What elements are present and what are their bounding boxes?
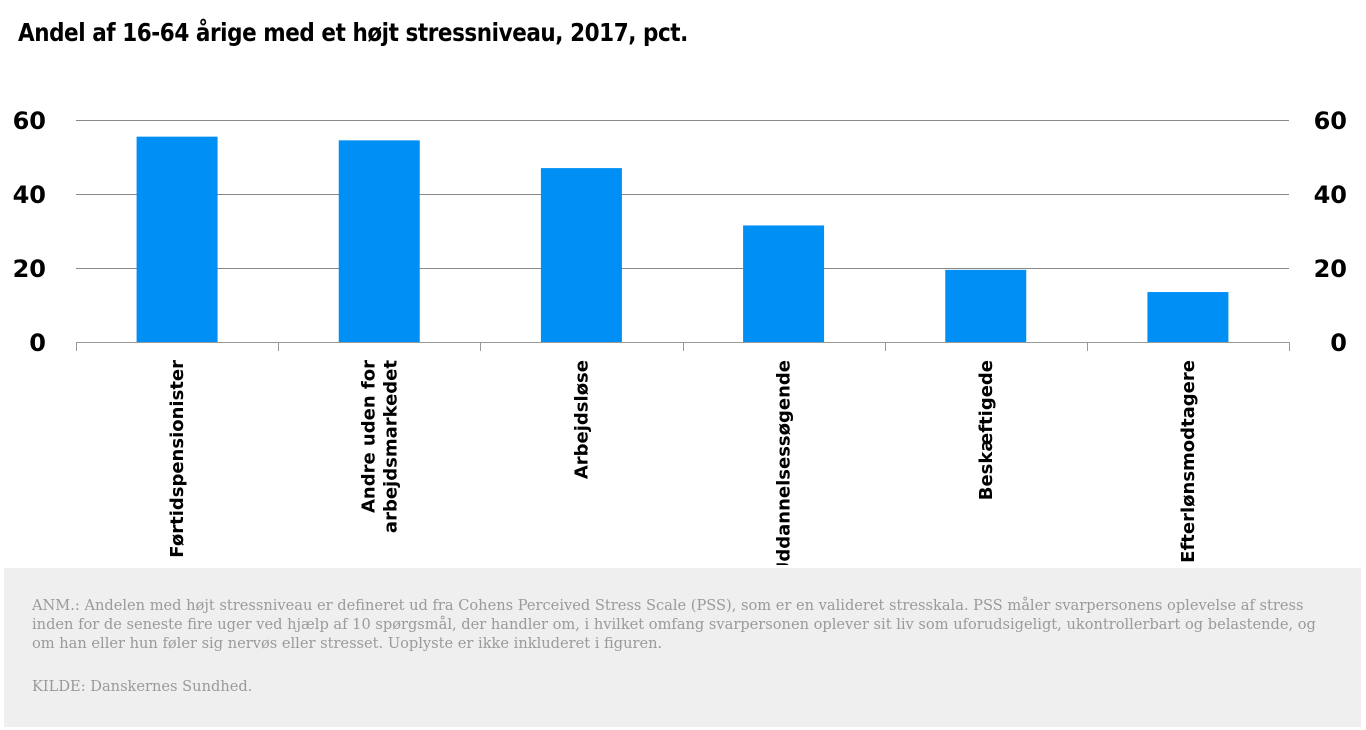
bar: [743, 225, 825, 342]
category-label: Andre uden for arbejdsmarkedet: [358, 360, 401, 533]
y-tick-label-right: 60: [1314, 107, 1347, 135]
y-tick-label-left: 40: [13, 181, 46, 209]
category-label: Uddannelsessøgende: [774, 360, 795, 565]
bar: [540, 168, 622, 342]
note-panel: ANM.: Andelen med højt stressniveau er d…: [4, 568, 1361, 727]
bar: [1147, 292, 1229, 342]
category-label-line: Uddannelsessøgende: [774, 360, 795, 565]
y-axis-right: 0 20 40 60: [1314, 107, 1347, 357]
category-labels: Førtidspensionister Andre uden for arbejds…: [167, 360, 1199, 565]
y-tick-label-right: 0: [1330, 329, 1347, 357]
bars: [136, 136, 1229, 342]
y-tick-label-left: 20: [13, 255, 46, 283]
source-text: KILDE: Danskernes Sundhed.: [32, 678, 253, 695]
category-label-line: Beskæftigede: [976, 360, 997, 500]
category-label: Arbejdsløse: [571, 360, 592, 479]
category-label-line: Førtidspensionister: [167, 360, 188, 558]
category-label-line: Andre uden for: [358, 360, 379, 513]
bar-chart: 0 20 40 60 0 20 40 60 Førtidspensionister Andre…: [13, 107, 1347, 565]
y-tick-label-left: 0: [29, 329, 46, 357]
category-label: Efterlønsmodtagere: [1178, 360, 1199, 563]
note-text: ANM.: Andelen med højt stressniveau er d…: [32, 597, 1316, 652]
y-tick-label-right: 40: [1314, 181, 1347, 209]
category-label-line: Arbejdsløse: [571, 360, 592, 479]
y-axis-left: 0 20 40 60: [13, 107, 46, 357]
category-label: Førtidspensionister: [167, 360, 188, 558]
gridlines: [76, 120, 1289, 269]
x-axis: [76, 342, 1290, 351]
category-label-line: arbejdsmarkedet: [380, 360, 401, 533]
category-label: Beskæftigede: [976, 360, 997, 500]
chart-title: Andel af 16-64 årige med et højt stressn…: [18, 18, 688, 47]
category-label-line: Efterlønsmodtagere: [1178, 360, 1199, 563]
y-tick-label-right: 20: [1314, 255, 1347, 283]
bar: [945, 269, 1027, 342]
bar: [338, 140, 420, 342]
y-tick-label-left: 60: [13, 107, 46, 135]
bar: [136, 136, 218, 342]
